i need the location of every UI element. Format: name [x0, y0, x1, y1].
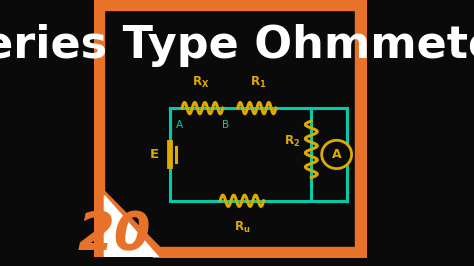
Text: R$_\mathregular{1}$: R$_\mathregular{1}$: [250, 75, 266, 90]
Text: R$_\mathregular{u}$: R$_\mathregular{u}$: [234, 220, 250, 235]
Text: R$_\mathregular{X}$: R$_\mathregular{X}$: [192, 75, 210, 90]
Text: A: A: [332, 148, 341, 161]
Text: A: A: [176, 120, 183, 130]
Text: Series Type Ohmmeter: Series Type Ohmmeter: [0, 24, 474, 66]
Text: R$_\mathregular{2}$: R$_\mathregular{2}$: [284, 134, 301, 149]
Polygon shape: [104, 196, 159, 257]
Circle shape: [322, 140, 352, 169]
Polygon shape: [93, 180, 170, 257]
Text: 20: 20: [78, 210, 151, 261]
Text: B: B: [222, 120, 229, 130]
Text: E: E: [150, 148, 159, 161]
